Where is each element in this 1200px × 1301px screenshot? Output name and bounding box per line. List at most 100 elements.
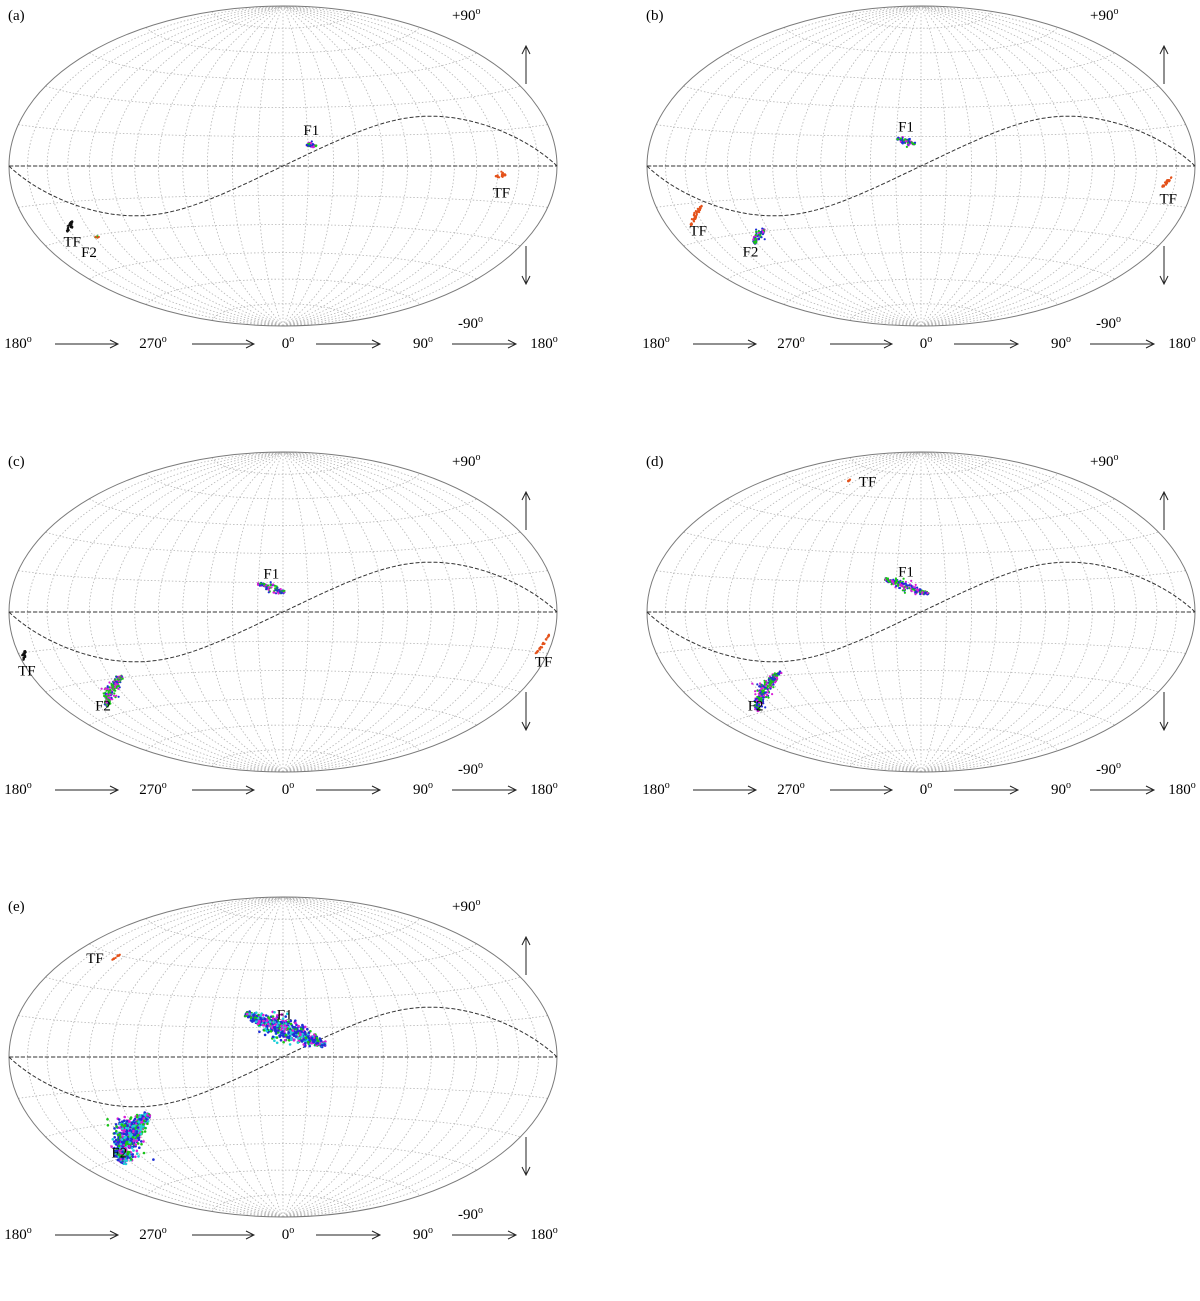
data-point: [916, 589, 919, 592]
data-point: [890, 583, 893, 586]
data-point: [761, 686, 764, 690]
data-point: [503, 173, 506, 176]
meridian-line: [67, 896, 284, 1218]
vertical-arrows: [1159, 490, 1169, 732]
data-point: [287, 1020, 290, 1023]
data-point: [271, 1035, 275, 1039]
data-point: [24, 651, 27, 654]
meridian-line: [282, 5, 478, 327]
data-point: [284, 1015, 288, 1018]
arrow-down-icon: [521, 246, 531, 286]
lon-label: 90o: [1051, 334, 1071, 352]
meridian-line: [920, 451, 947, 773]
data-point: [309, 142, 313, 145]
data-point: [124, 1156, 127, 1159]
data-point: [761, 691, 764, 694]
data-point: [546, 636, 549, 639]
data-point: [112, 682, 115, 685]
meridian-line: [920, 451, 1177, 773]
data-point: [771, 678, 774, 681]
data-point: [146, 1114, 149, 1117]
data-point: [22, 658, 25, 661]
data-point: [138, 1115, 142, 1118]
parallel-line: [211, 1194, 355, 1212]
data-point: [291, 1025, 295, 1029]
data-point: [274, 1027, 277, 1030]
data-point: [304, 1033, 307, 1036]
data-point: [755, 701, 759, 704]
data-point: [114, 678, 117, 682]
data-point: [295, 1030, 299, 1034]
data-point: [761, 233, 764, 236]
lat-label-bottom: -90o: [458, 1205, 483, 1223]
feature-tf: [65, 220, 74, 233]
data-point: [287, 1039, 291, 1042]
data-point: [900, 137, 903, 140]
lat-label-top: +90o: [452, 452, 480, 470]
parallel-line: [683, 531, 1159, 554]
data-point: [919, 593, 922, 596]
data-point: [755, 228, 758, 231]
lon-arrows: [693, 339, 1156, 349]
ecliptic-line: [8, 115, 558, 217]
data-point: [312, 143, 315, 146]
arrow-right-icon: [1090, 339, 1156, 349]
data-point: [138, 1146, 141, 1149]
data-point: [754, 690, 757, 693]
feature-label: F1: [898, 119, 914, 135]
degree-mark: o: [800, 780, 805, 791]
feature-label: F1: [263, 566, 279, 582]
feature-f2: [752, 227, 766, 245]
data-point: [130, 1121, 134, 1125]
data-point: [120, 1138, 124, 1141]
data-point: [103, 688, 106, 691]
data-point: [304, 1041, 307, 1045]
data-point: [547, 634, 550, 637]
data-point: [140, 1140, 143, 1143]
data-point: [910, 589, 913, 592]
meridian-line: [705, 5, 922, 327]
data-point: [758, 696, 761, 699]
meridian-line: [726, 451, 922, 773]
arrow-right-icon: [954, 785, 1020, 795]
data-point: [117, 678, 120, 681]
feature-label: TF: [18, 663, 36, 679]
data-point: [908, 141, 911, 144]
data-point: [914, 593, 917, 596]
data-point: [297, 1024, 300, 1028]
data-point: [126, 1150, 130, 1154]
degree-mark: o: [162, 780, 167, 791]
data-point: [128, 1154, 132, 1157]
data-point: [911, 588, 914, 591]
data-point: [270, 586, 273, 589]
data-point: [308, 1044, 312, 1048]
data-point: [123, 1136, 126, 1140]
data-point: [500, 170, 503, 173]
data-point: [309, 144, 312, 147]
data-point: [769, 687, 772, 690]
parallel-line: [45, 531, 521, 554]
vertical-arrows: [521, 44, 531, 286]
data-point: [113, 1140, 116, 1143]
data-point: [315, 1042, 318, 1045]
data-point: [271, 1015, 275, 1018]
data-point: [288, 1043, 292, 1046]
panel-e: (e) F1 TF F2 +90o -90o 180o 270o 0o 90o 180o: [0, 891, 570, 1301]
data-point: [276, 589, 279, 592]
arrow-right-icon: [452, 785, 518, 795]
data-point: [107, 688, 110, 691]
arrow-up-icon: [1159, 490, 1169, 530]
meridian-line: [282, 451, 334, 773]
data-point: [265, 1019, 269, 1022]
data-point: [904, 582, 907, 585]
parallel-line: [211, 749, 355, 767]
arrow-right-icon: [192, 1230, 256, 1240]
data-point: [266, 1022, 270, 1026]
degree-mark: o: [553, 334, 558, 345]
lon-label: 180o: [530, 780, 558, 798]
meridian-line: [67, 5, 284, 327]
data-point: [145, 1117, 148, 1121]
data-point: [117, 695, 120, 698]
data-point: [112, 685, 115, 688]
data-point: [753, 242, 756, 245]
